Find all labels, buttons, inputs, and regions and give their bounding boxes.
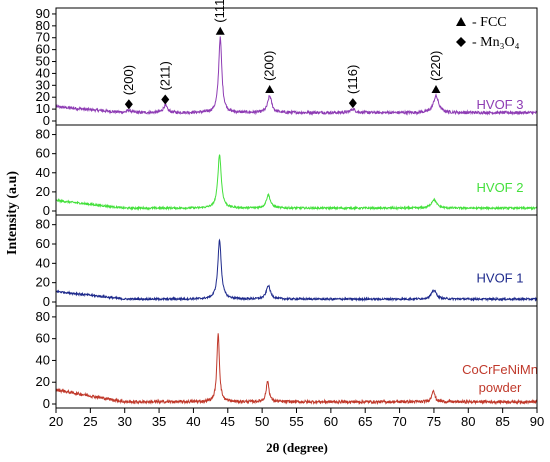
series-label: HVOF 2 (477, 180, 524, 195)
y-tick-label: 50 (36, 54, 50, 69)
series-line (55, 238, 538, 302)
panel-3: 0 20 40 60 80 HVOF 1 (36, 217, 538, 309)
series-line (55, 36, 538, 116)
mn3o4-marker (124, 99, 133, 110)
series-line (55, 333, 538, 406)
x-tick-label: 25 (83, 414, 97, 429)
y-tick-label: 10 (36, 101, 50, 116)
peak-label: (111) (212, 0, 227, 23)
peak-label: (220) (428, 51, 443, 81)
mn3o4-marker (348, 98, 357, 109)
y-tick-label: 80 (36, 18, 50, 33)
legend-triangle-icon (456, 17, 466, 26)
series-label: powder (479, 380, 522, 395)
y-tick-label: 0 (43, 113, 50, 128)
x-tick-label: 65 (358, 414, 372, 429)
series-label: CoCrFeNiMn (462, 362, 538, 377)
x-tick-label: 70 (392, 414, 406, 429)
x-tick-label: 85 (495, 414, 509, 429)
y-tick-label: 60 (36, 236, 50, 251)
y-tick-label: 20 (36, 374, 50, 389)
peak-label: (116) (345, 65, 360, 94)
legend-label: - Mn₃O₄ (472, 35, 520, 50)
y-tick-label: 60 (36, 331, 50, 346)
fcc-marker (431, 85, 441, 94)
y-tick-label: 60 (36, 146, 50, 161)
y-tick-label: 40 (36, 255, 50, 270)
y-tick-label: 60 (36, 42, 50, 57)
y-tick-label: 40 (36, 165, 50, 180)
x-tick-label: 20 (49, 414, 63, 429)
y-tick-label: 80 (36, 127, 50, 142)
legend-diamond-icon (456, 37, 466, 47)
fcc-marker (265, 85, 275, 94)
legend: - FCC - Mn₃O₄ (456, 15, 520, 50)
y-tick-label: 20 (36, 89, 50, 104)
y-tick-label: 20 (36, 184, 50, 199)
y-tick-label: 90 (36, 6, 50, 21)
x-tick-label: 45 (221, 414, 235, 429)
y-axis-label: Intensity (a.u) (5, 171, 20, 255)
x-tick-label: 55 (289, 414, 303, 429)
y-tick-label: 40 (36, 352, 50, 367)
y-tick-label: 30 (36, 77, 50, 92)
series-label: HVOF 1 (477, 271, 524, 286)
y-tick-label: 80 (36, 217, 50, 232)
legend-label: - FCC (472, 15, 507, 30)
x-tick-label: 80 (461, 414, 475, 429)
x-tick-label: 35 (152, 414, 166, 429)
y-tick-label: 70 (36, 30, 50, 45)
x-tick-label: 40 (186, 414, 200, 429)
y-tick-label: 0 (43, 294, 50, 309)
fcc-marker (215, 26, 225, 35)
y-tick-label: 40 (36, 65, 50, 80)
panel-2: 0 20 40 60 80 HVOF 2 (36, 127, 538, 218)
y-tick-label: 0 (43, 203, 50, 218)
series-line (55, 154, 538, 211)
mn3o4-marker (161, 94, 170, 105)
peak-label: (211) (157, 61, 172, 90)
x-tick-label: 30 (117, 414, 131, 429)
series-label: HVOF 3 (477, 97, 524, 112)
y-tick-label: 80 (36, 309, 50, 324)
y-tick-label: 0 (43, 396, 50, 411)
peak-label: (200) (121, 65, 136, 95)
x-axis-label: 2θ (degree) (266, 440, 328, 455)
x-tick-label: 60 (324, 414, 338, 429)
x-tick-label: 90 (530, 414, 544, 429)
panel-4: 0 20 40 60 80 CoCrFeNiMn powder (36, 309, 538, 411)
y-tick-label: 20 (36, 275, 50, 290)
peak-label: (200) (262, 51, 277, 81)
x-tick-label: 75 (427, 414, 441, 429)
x-tick-label: 50 (255, 414, 269, 429)
